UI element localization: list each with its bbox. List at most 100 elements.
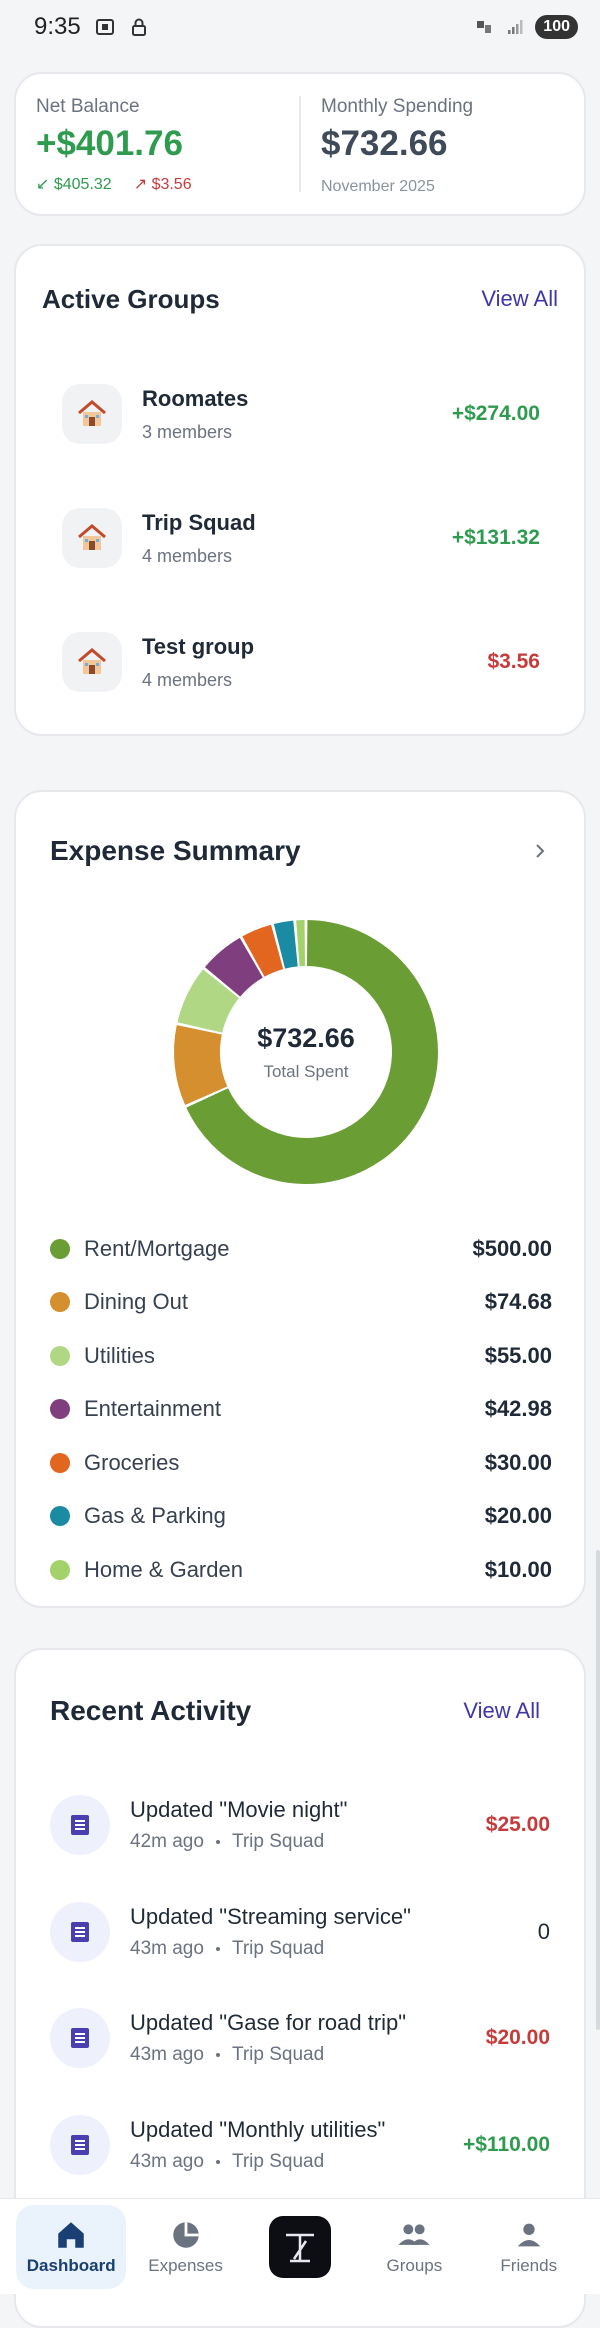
donut-caption: Total Spent: [263, 1061, 349, 1081]
app-logo-icon: [268, 2215, 331, 2278]
nav-center-logo[interactable]: [245, 2205, 355, 2289]
donut-slice: [186, 920, 438, 1184]
you-owe-value: $3.56: [151, 176, 192, 193]
legend-label: Home & Garden: [84, 1556, 243, 1582]
donut-svg: [174, 920, 438, 1184]
activity-view-all-link[interactable]: View All: [463, 1698, 540, 1723]
separator-dot: [215, 2159, 220, 2164]
legend-dot: [50, 1238, 70, 1259]
legend-item: Rent/Mortgage $500.00: [50, 1222, 552, 1276]
monthly-spending-month: November 2025: [321, 178, 435, 195]
activity-group: Trip Squad: [231, 2044, 325, 2066]
activity-amount: +$110.00: [462, 2132, 550, 2156]
legend-item: Home & Garden $10.00: [50, 1543, 552, 1597]
status-bar: 9:35 100: [0, 0, 600, 54]
nav-groups-label: Groups: [386, 2255, 443, 2275]
arrow-down-left-icon: ↙: [36, 176, 50, 193]
group-name: Test group: [142, 633, 255, 659]
group-avatar: [62, 384, 122, 444]
house-icon: [78, 648, 106, 674]
owed-to-you-value: $405.32: [53, 176, 112, 193]
legend-label: Utilities: [84, 1342, 155, 1368]
legend-item: Dining Out $74.68: [50, 1276, 552, 1330]
legend-dot: [50, 1452, 70, 1473]
group-members: 4 members: [142, 545, 233, 566]
nav-groups[interactable]: Groups: [359, 2205, 469, 2289]
groups-view-all-link[interactable]: View All: [481, 286, 558, 311]
group-row[interactable]: Trip Squad 4 members +$131.32: [16, 476, 584, 600]
legend-value: $30.00: [484, 1449, 552, 1475]
activity-title: Updated "Monthly utilities": [130, 2116, 386, 2142]
nav-expenses[interactable]: Expenses: [131, 2205, 241, 2289]
activity-item[interactable]: Updated "Movie night" 42m ago Trip Squad $2…: [16, 1772, 584, 1879]
activity-time: 43m ago: [130, 2044, 204, 2066]
legend-label: Rent/Mortgage: [84, 1235, 230, 1261]
group-row[interactable]: Test group 4 members $3.56: [16, 600, 584, 724]
house-icon: [78, 400, 106, 426]
donut-total: $732.66: [257, 1022, 355, 1053]
group-members: 3 members: [142, 421, 233, 442]
activity-group: Trip Squad: [231, 2150, 325, 2172]
activity-icon: [50, 2114, 110, 2175]
activity-amount: $25.00: [485, 1813, 550, 1837]
group-balance: $3.56: [487, 650, 540, 673]
group-name: Trip Squad: [142, 509, 256, 535]
separator-dot: [215, 1946, 220, 1951]
network-icon: [477, 21, 492, 33]
activity-group: Trip Squad: [231, 1937, 325, 1959]
signal-icon: [508, 20, 523, 34]
person-icon: [517, 2223, 541, 2246]
receipt-icon: [71, 1815, 89, 1836]
group-balance: +$131.32: [451, 526, 540, 549]
legend-value: $20.00: [484, 1503, 552, 1529]
donut-slice: [242, 924, 284, 977]
group-row[interactable]: Roomates 3 members +$274.00: [16, 352, 584, 476]
monthly-spending-section: Monthly Spending $732.66 November 2025: [301, 74, 584, 214]
monthly-spending-value: $732.66: [321, 124, 448, 163]
legend-value: $10.00: [484, 1556, 552, 1582]
lock-icon: [131, 18, 146, 36]
bottom-nav: Dashboard Expenses Groups Friends: [0, 2198, 600, 2294]
activity-title: Updated "Movie night": [130, 1797, 348, 1823]
owed-to-you: ↙ $405.32: [36, 174, 112, 194]
activity-time: 43m ago: [130, 1937, 204, 1959]
battery-indicator: 100: [535, 15, 578, 39]
activity-item[interactable]: Updated "Monthly utilities" 43m ago Trip S…: [16, 2092, 584, 2199]
legend-label: Gas & Parking: [84, 1503, 226, 1529]
recent-activity-title: Recent Activity: [50, 1695, 252, 1726]
expense-donut-chart: $732.66 Total Spent: [166, 912, 446, 1192]
nav-dashboard[interactable]: Dashboard: [16, 2204, 127, 2289]
chevron-right-icon[interactable]: [532, 843, 548, 859]
activity-item[interactable]: Updated "Gase for road trip" 43m ago Trip …: [16, 1985, 584, 2092]
nav-friends[interactable]: Friends: [474, 2205, 584, 2289]
activity-list: Updated "Movie night" 42m ago Trip Squad $2…: [16, 1772, 584, 2198]
pie-chart-icon: [172, 2221, 199, 2248]
activity-item[interactable]: Updated "Streaming service" 43m ago Trip S…: [16, 1879, 584, 1986]
group-balance: +$274.00: [451, 402, 540, 425]
donut-slice: [174, 1025, 228, 1106]
group-members: 4 members: [142, 669, 233, 690]
donut-slice: [296, 920, 306, 967]
legend-value: $42.98: [484, 1396, 552, 1422]
group-avatar: [62, 508, 122, 568]
nav-dashboard-label: Dashboard: [26, 2255, 116, 2275]
activity-title: Updated "Streaming service": [130, 1903, 411, 1929]
legend-label: Entertainment: [84, 1396, 221, 1422]
arrow-up-right-icon: ↗: [133, 176, 148, 193]
scrollbar[interactable]: [596, 1550, 600, 2030]
net-balance-section: Net Balance +$401.76 ↙ $405.32 ↗ $3.56: [16, 74, 299, 214]
net-balance-value: +$401.76: [36, 124, 183, 163]
legend-dot: [50, 1506, 70, 1527]
home-icon: [58, 2221, 84, 2248]
donut-slice: [273, 920, 298, 969]
separator-dot: [215, 2053, 220, 2058]
legend-value: $74.68: [484, 1289, 552, 1315]
separator-dot: [215, 1840, 220, 1845]
legend-value: $500.00: [472, 1235, 552, 1261]
active-groups-card: Active Groups View All Roomates 3 members…: [14, 244, 586, 736]
legend-item: Entertainment $42.98: [50, 1383, 552, 1437]
you-owe: ↗ $3.56: [134, 174, 192, 194]
activity-time: 42m ago: [130, 1831, 204, 1853]
legend-dot: [50, 1559, 70, 1580]
nav-expenses-label: Expenses: [148, 2255, 223, 2275]
